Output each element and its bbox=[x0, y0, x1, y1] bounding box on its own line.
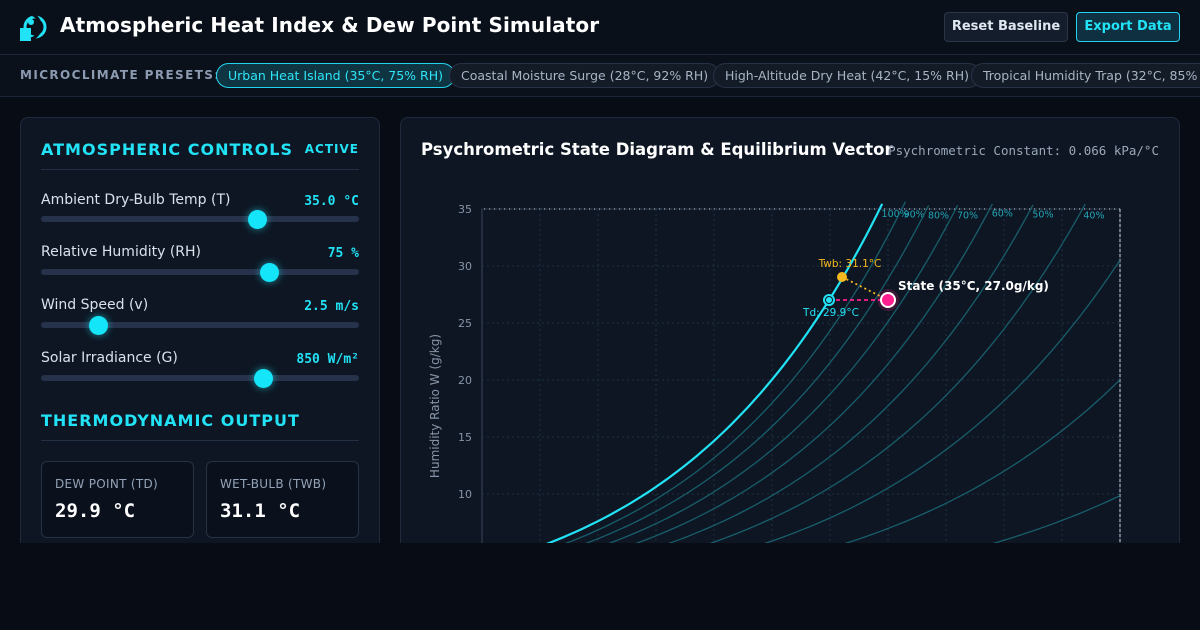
wind-slider-value: 2.5 m/s bbox=[304, 299, 359, 314]
solar-slider-thumb[interactable] bbox=[254, 368, 274, 388]
wet-bulb-card: WET-BULB (TWB) 31.1 °C bbox=[206, 461, 359, 538]
y-tick-label: 35 bbox=[458, 203, 472, 216]
rh-curve-label: 60% bbox=[992, 209, 1013, 220]
y-tick-label: 20 bbox=[458, 374, 472, 387]
temp-slider-track[interactable] bbox=[41, 209, 359, 229]
y-tick-label: 30 bbox=[458, 260, 472, 273]
app-title: Atmospheric Heat Index & Dew Point Simul… bbox=[60, 13, 600, 37]
wind-slider-thumb[interactable] bbox=[88, 315, 108, 335]
controls-divider bbox=[41, 169, 359, 170]
chart-title: Psychrometric State Diagram & Equilibriu… bbox=[421, 140, 893, 159]
rh-curve-label: 80% bbox=[928, 211, 949, 222]
rh-curve-70 bbox=[569, 205, 959, 556]
psychrometric-chart[interactable]: 10 15 20 25 30 35 Humidity Ratio W (g/kg) 100%9… bbox=[401, 118, 1180, 557]
psychrometric-constant: Psychrometric Constant: 0.066 kPa/°C bbox=[888, 143, 1159, 158]
wet-bulb-label: WET-BULB (TWB) bbox=[220, 477, 327, 491]
y-tick-label: 25 bbox=[458, 317, 472, 330]
atmospheric-controls-panel: ATMOSPHERIC CONTROLS ACTIVE Ambient Dry-… bbox=[20, 117, 380, 557]
preset-chip-urban-heat-island[interactable]: Urban Heat Island (35°C, 75% RH) bbox=[216, 63, 455, 88]
rh-curve-label: 50% bbox=[1032, 209, 1053, 220]
humidity-slider-label: Relative Humidity (RH) bbox=[41, 244, 202, 260]
rh-curve-30 bbox=[721, 259, 1121, 556]
rh-curve-10 bbox=[943, 495, 1121, 556]
dew-point-core bbox=[826, 297, 832, 303]
bottom-void bbox=[0, 543, 1200, 630]
output-divider bbox=[41, 440, 359, 441]
wet-bulb-label: Twb: 31.1°C bbox=[818, 258, 882, 270]
dew-point-card: DEW POINT (TD) 29.9 °C bbox=[41, 461, 194, 538]
state-point-label: State (35°C, 27.0g/kg) bbox=[898, 279, 1049, 293]
presets-bar: MICROCLIMATE PRESETS: Urban Heat Island … bbox=[0, 55, 1200, 97]
dew-point-value: 29.9 °C bbox=[55, 500, 136, 522]
temp-slider-label: Ambient Dry-Bulb Temp (T) bbox=[41, 192, 231, 208]
chart-layer: 10 15 20 25 30 35 Humidity Ratio W (g/kg) 100%9… bbox=[428, 201, 1121, 556]
presets-label: MICROCLIMATE PRESETS: bbox=[20, 68, 221, 82]
reset-baseline-button[interactable]: Reset Baseline bbox=[944, 12, 1068, 42]
solar-slider-track[interactable] bbox=[41, 368, 359, 388]
rh-curve-60 bbox=[596, 203, 993, 556]
rh-curve-50 bbox=[628, 204, 1034, 556]
wet-bulb-value: 31.1 °C bbox=[220, 500, 301, 522]
rh-curve-label: 100% bbox=[882, 209, 909, 220]
preset-chip-high-altitude-dry-heat[interactable]: High-Altitude Dry Heat (42°C, 15% RH) bbox=[713, 63, 981, 88]
app-logo-icon bbox=[20, 12, 47, 41]
dew-point-label: Td: 29.9°C bbox=[802, 307, 859, 319]
wind-slider-label: Wind Speed (v) bbox=[41, 297, 149, 313]
humidity-slider-value: 75 % bbox=[327, 246, 359, 261]
preset-chip-coastal-moisture-surge[interactable]: Coastal Moisture Surge (28°C, 92% RH) bbox=[449, 63, 721, 88]
app-header: Atmospheric Heat Index & Dew Point Simul… bbox=[0, 0, 1200, 55]
wind-slider-track[interactable] bbox=[41, 315, 359, 335]
rh-curve-40 bbox=[668, 203, 1086, 556]
psychrometric-chart-panel: Psychrometric State Diagram & Equilibriu… bbox=[400, 117, 1180, 557]
rh-curve-label: 40% bbox=[1083, 211, 1104, 222]
status-badge: ACTIVE bbox=[304, 142, 359, 156]
humidity-slider-track[interactable] bbox=[41, 262, 359, 282]
temp-slider-thumb[interactable] bbox=[247, 209, 267, 229]
dew-point-label: DEW POINT (TD) bbox=[55, 477, 158, 491]
solar-slider-label: Solar Irradiance (G) bbox=[41, 350, 178, 366]
rh-curve-20 bbox=[799, 379, 1121, 556]
wet-bulb-vector bbox=[841, 276, 889, 301]
plot-frame bbox=[481, 208, 1121, 556]
y-tick-label: 10 bbox=[458, 488, 472, 501]
y-tick-label: 15 bbox=[458, 431, 472, 444]
temp-slider-value: 35.0 °C bbox=[304, 194, 359, 209]
rh-curve-label: 70% bbox=[957, 210, 978, 221]
controls-title: ATMOSPHERIC CONTROLS bbox=[41, 140, 294, 159]
rh-curve-label: 90% bbox=[904, 209, 925, 220]
solar-slider-value: 850 W/m² bbox=[296, 352, 359, 367]
wet-bulb-point bbox=[837, 272, 847, 282]
y-axis-label: Humidity Ratio W (g/kg) bbox=[428, 334, 442, 478]
output-title: THERMODYNAMIC OUTPUT bbox=[41, 411, 300, 430]
humidity-slider-thumb[interactable] bbox=[260, 262, 280, 282]
preset-chip-tropical-humidity-trap[interactable]: Tropical Humidity Trap (32°C, 85% RH) bbox=[971, 63, 1200, 88]
export-data-button[interactable]: Export Data bbox=[1076, 12, 1180, 42]
state-point bbox=[880, 292, 896, 308]
